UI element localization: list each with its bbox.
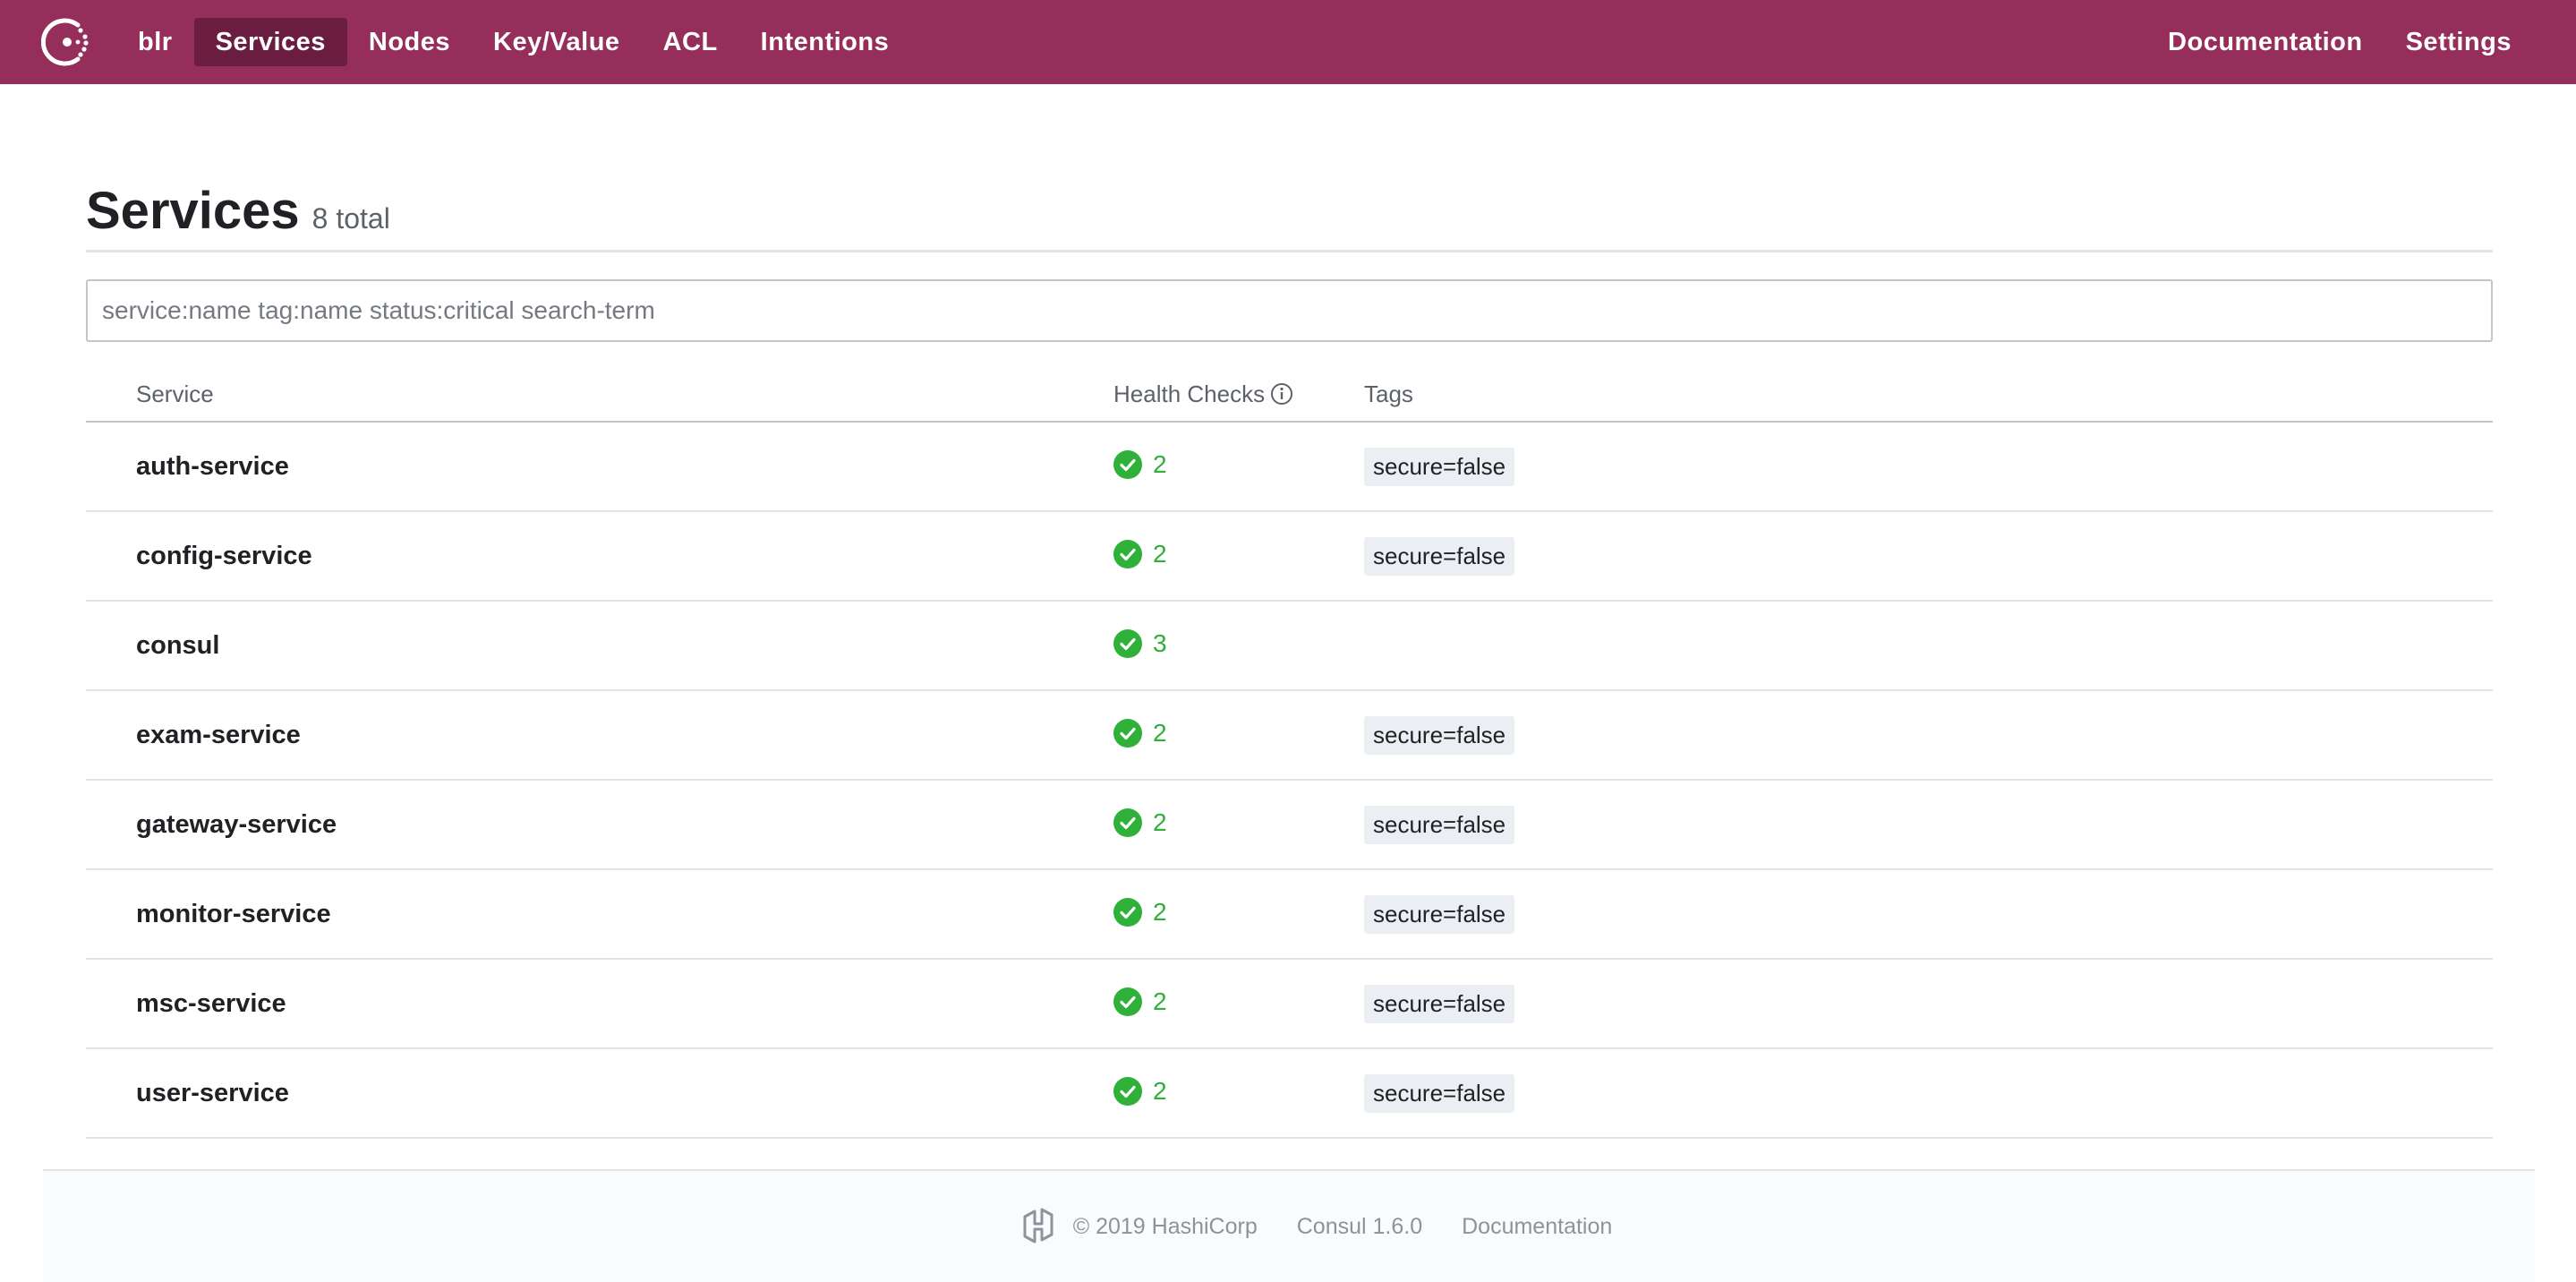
services-table: Service Health Checks Tags auth-servi: [86, 367, 2493, 1139]
passing-count: 2: [1153, 539, 1167, 568]
footer-documentation-link[interactable]: Documentation: [1462, 1213, 1613, 1239]
nav-acl[interactable]: ACL: [662, 28, 718, 56]
nav-key-value[interactable]: Key/Value: [493, 28, 620, 56]
nav-nodes[interactable]: Nodes: [368, 28, 451, 56]
table-row[interactable]: gateway-service 2 secure=false: [86, 780, 2493, 870]
service-tag: secure=false: [1364, 1073, 1515, 1113]
health-checks-passing: 2: [1113, 1076, 1167, 1106]
service-tag: secure=false: [1364, 536, 1515, 576]
passing-count: 3: [1153, 628, 1167, 657]
top-navigation-bar: blr Services Nodes Key/Value ACL Intenti…: [0, 0, 2576, 84]
nav-services[interactable]: Services: [193, 18, 347, 66]
health-checks-label: Health Checks: [1113, 380, 1266, 407]
passing-count: 2: [1153, 897, 1167, 926]
passing-count: 2: [1153, 718, 1167, 747]
table-row[interactable]: auth-service 2 secure=false: [86, 422, 2493, 512]
health-checks-passing: 2: [1113, 718, 1167, 748]
health-checks-passing: 2: [1113, 897, 1167, 927]
nav-settings[interactable]: Settings: [2405, 28, 2512, 56]
footer: © 2019 HashiCorp Consul 1.6.0 Documentat…: [43, 1169, 2535, 1282]
page-title-group: Services 8 total: [86, 181, 390, 241]
check-circle-icon: [1113, 808, 1142, 837]
info-icon[interactable]: [1270, 382, 1293, 406]
footer-version: Consul 1.6.0: [1296, 1213, 1423, 1239]
footer-copyright: © 2019 HashiCorp: [1072, 1213, 1258, 1239]
datacenter-selector[interactable]: blr: [138, 28, 173, 56]
check-circle-icon: [1113, 539, 1142, 568]
table-row[interactable]: msc-service 2 secure=false: [86, 959, 2493, 1049]
check-circle-icon: [1113, 718, 1142, 748]
health-checks-passing: 2: [1113, 539, 1167, 568]
service-name-link[interactable]: user-service: [136, 1078, 289, 1107]
page-header: Services 8 total: [86, 84, 2493, 252]
check-circle-icon: [1113, 987, 1142, 1016]
nav-intentions[interactable]: Intentions: [760, 28, 890, 56]
table-row[interactable]: config-service 2 secure=false: [86, 511, 2493, 602]
service-tag: secure=false: [1364, 715, 1515, 755]
check-circle-icon: [1113, 1076, 1142, 1106]
check-circle-icon: [1113, 897, 1142, 927]
main-content: Services 8 total Service Health Checks: [86, 84, 2493, 1139]
service-tag: secure=false: [1364, 984, 1515, 1023]
table-row[interactable]: user-service 2 secure=false: [86, 1048, 2493, 1139]
health-checks-passing: 2: [1113, 449, 1167, 479]
service-name-link[interactable]: monitor-service: [136, 899, 331, 928]
page-title: Services: [86, 182, 300, 240]
secondary-nav: Documentation Settings: [2146, 18, 2533, 66]
health-checks-passing: 2: [1113, 808, 1167, 837]
services-count: 8 total: [311, 202, 390, 235]
service-name-link[interactable]: exam-service: [136, 720, 301, 749]
table-header-row: Service Health Checks Tags: [86, 367, 2493, 423]
check-circle-icon: [1113, 628, 1142, 658]
health-checks-passing: 2: [1113, 987, 1167, 1016]
service-name-link[interactable]: gateway-service: [136, 809, 337, 839]
column-header-health-checks: Health Checks: [1113, 367, 1364, 423]
consul-logo-icon[interactable]: [41, 16, 93, 68]
service-tag: secure=false: [1364, 805, 1515, 844]
passing-count: 2: [1153, 1076, 1167, 1105]
service-name-link[interactable]: consul: [136, 630, 220, 660]
table-row[interactable]: exam-service 2 secure=false: [86, 690, 2493, 781]
service-tag: secure=false: [1364, 447, 1515, 486]
service-tag: secure=false: [1364, 894, 1515, 934]
column-header-service: Service: [86, 367, 1113, 423]
passing-count: 2: [1153, 449, 1167, 478]
passing-count: 2: [1153, 987, 1167, 1015]
passing-count: 2: [1153, 808, 1167, 836]
column-header-tags: Tags: [1364, 367, 2493, 423]
table-row[interactable]: consul 3: [86, 601, 2493, 691]
health-checks-passing: 3: [1113, 628, 1167, 658]
nav-documentation[interactable]: Documentation: [2168, 28, 2363, 56]
service-name-link[interactable]: msc-service: [136, 988, 286, 1018]
main-nav: blr Services Nodes Key/Value ACL Intenti…: [125, 18, 910, 66]
table-row[interactable]: monitor-service 2 secure=false: [86, 869, 2493, 960]
service-name-link[interactable]: auth-service: [136, 451, 289, 481]
check-circle-icon: [1113, 449, 1142, 479]
service-name-link[interactable]: config-service: [136, 541, 312, 570]
hashicorp-logo-icon[interactable]: [1019, 1208, 1057, 1245]
service-search-input[interactable]: [86, 279, 2493, 342]
